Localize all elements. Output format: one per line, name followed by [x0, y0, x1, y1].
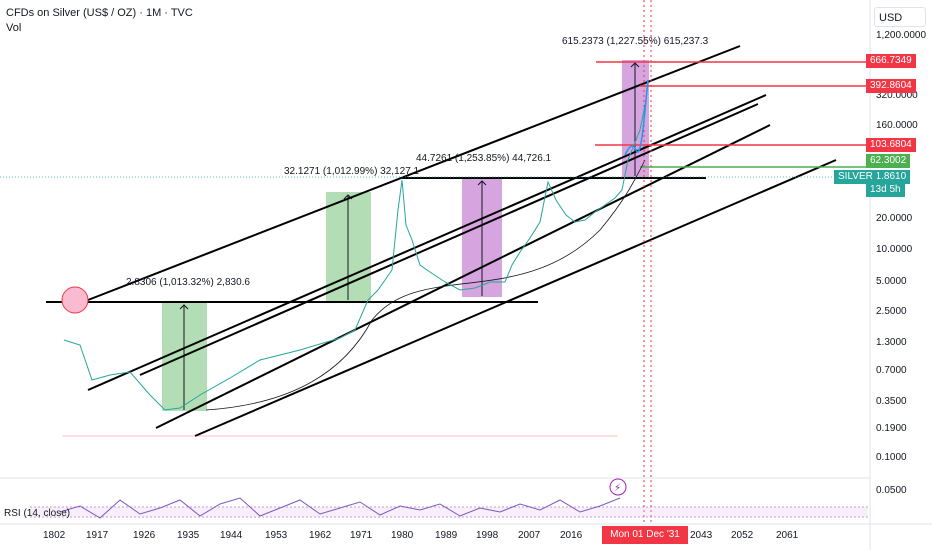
currency-button[interactable]: USD	[874, 7, 926, 27]
time-label: 1980	[391, 530, 414, 541]
price-label: 20.0000	[876, 213, 913, 224]
channel-line-4	[155, 124, 771, 429]
channel-line-1	[87, 45, 741, 301]
price-label: 1.3000	[876, 337, 907, 348]
price-label: 0.0500	[876, 485, 907, 496]
price-label: 320.0000	[876, 90, 918, 101]
price-label: 1,200.0000	[876, 30, 927, 41]
price-series	[63, 79, 649, 411]
channel-line-2	[87, 94, 767, 391]
time-label: 1935	[177, 530, 200, 541]
time-label: 1802	[43, 530, 66, 541]
measurement-label-1: 2.8306 (1,013.32%) 2,830.6	[126, 277, 250, 288]
symbol-title[interactable]: CFDs on Silver (US$ / OZ) · 1M · TVC	[6, 7, 193, 19]
countdown-tag: 13d 5h	[866, 183, 905, 197]
price-tag-392: 392.8604	[866, 79, 916, 93]
time-label: 2043	[690, 530, 713, 541]
svg-text:⚡: ⚡	[614, 483, 621, 494]
price-tag-103: 103.6804	[866, 138, 916, 152]
price-label: 5.0000	[876, 276, 907, 287]
lightning-icon	[609, 478, 627, 496]
channel-line-3	[139, 103, 759, 376]
projection-path	[624, 79, 649, 156]
price-label: 2.5000	[876, 306, 907, 317]
price-label: 0.1900	[876, 423, 907, 434]
price-label: 10.0000	[876, 244, 913, 255]
time-label: 2052	[731, 530, 754, 541]
time-label: 2016	[560, 530, 583, 541]
cursor-date-label: Mon 01 Dec '31	[602, 526, 688, 544]
price-label: 0.3500	[876, 396, 907, 407]
time-label: 2061	[776, 530, 799, 541]
marker-circle	[61, 286, 89, 314]
rsi-label[interactable]: RSI (14, close)	[4, 508, 71, 519]
channel-line-5	[194, 159, 837, 437]
time-label: 1989	[435, 530, 458, 541]
measurement-label-2: 32.1271 (1,012.99%) 32,127.1	[284, 166, 420, 177]
price-label: 0.1000	[876, 452, 907, 463]
time-label: 1926	[133, 530, 156, 541]
time-label: 1917	[86, 530, 109, 541]
time-label: 1998	[476, 530, 499, 541]
time-label: 2007	[518, 530, 541, 541]
price-tag-last: 51.8610	[866, 170, 911, 184]
price-tag-62: 62.3002	[866, 154, 911, 168]
time-label: 1962	[309, 530, 332, 541]
measurement-label-4: 615.2373 (1,227.55%) 615,237.3	[562, 36, 709, 47]
time-label: 1953	[265, 530, 288, 541]
time-label: 1971	[350, 530, 373, 541]
parabolic-curve	[205, 159, 646, 411]
time-label: 1944	[220, 530, 243, 541]
price-label: 0.7000	[876, 365, 907, 376]
measurement-label-3: 44.7261 (1,253.85%) 44,726.1	[416, 153, 552, 164]
price-label: 160.0000	[876, 120, 918, 131]
rsi-line	[59, 497, 621, 519]
symbol-tag: SILVER	[834, 170, 877, 184]
price-tag-666: 666.7349	[866, 54, 916, 68]
volume-label: Vol	[6, 22, 22, 34]
